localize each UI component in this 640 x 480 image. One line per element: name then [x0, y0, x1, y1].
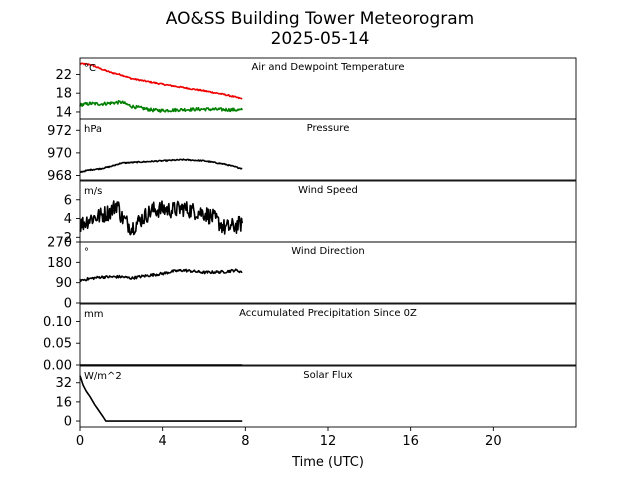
panel-6: 0 16 32 W/m^2 Solar Flux: [55, 365, 577, 430]
y-tick-label: 14: [55, 105, 72, 120]
x-axis: 0 4 8 12 16 20: [76, 427, 502, 449]
panel-5: 0.00 0.05 0.10 mm Accumulated Precipitation …: [43, 303, 577, 374]
y-tick-label: 972: [47, 124, 72, 139]
panel-title: Air and Dewpoint Temperature: [252, 62, 405, 73]
y-tick-label: 2: [64, 231, 72, 246]
series-line-1-1: [79, 62, 243, 100]
panel-4: 0 90 180 270 ° Wind Direction: [47, 236, 577, 312]
x-axis-label: Time (UTC): [291, 455, 364, 470]
panel-title: Pressure: [307, 123, 350, 134]
y-tick-label: 0: [64, 415, 72, 430]
y-tick-label: 0.10: [43, 315, 72, 330]
y-tick-label: 6: [64, 193, 72, 208]
y-tick-label: 970: [47, 146, 72, 161]
panel-title: Wind Speed: [298, 185, 358, 196]
y-tick-label: 180: [47, 256, 72, 271]
panel-unit-label: °C: [84, 63, 96, 74]
y-tick-label: 968: [47, 169, 72, 184]
panel-unit-label: hPa: [84, 124, 102, 135]
y-tick-label: 4: [64, 212, 72, 227]
panel-2: 968 970 972 hPa Pressure: [47, 118, 577, 184]
y-tick-label: 0: [64, 297, 72, 312]
panel-title: Accumulated Precipitation Since 0Z: [239, 308, 417, 319]
y-tick-label: 90: [55, 276, 72, 291]
series-line-3-1: [79, 200, 244, 236]
figure-subtitle: 2025-05-14: [271, 29, 370, 49]
y-tick-label: 16: [55, 395, 72, 410]
y-tick-label: 270: [47, 236, 72, 251]
panel-3: 2 4 6 m/s Wind Speed: [64, 180, 577, 246]
panel-title: Wind Direction: [291, 246, 365, 257]
series-line-4-1: [79, 268, 243, 283]
panel-unit-label: m/s: [84, 186, 102, 197]
panel-title: Solar Flux: [303, 370, 353, 381]
series-line-1-2: [79, 99, 243, 113]
x-tick-label: 0: [76, 434, 84, 449]
panel-1: 14 18 22 °C Air and Dewpoint Temperature: [55, 57, 577, 120]
y-tick-label: 22: [55, 68, 72, 83]
panel-frame: [79, 118, 577, 181]
panel-unit-label: mm: [84, 309, 103, 320]
x-tick-label: 4: [159, 434, 167, 449]
x-tick-label: 16: [402, 434, 419, 449]
y-tick-label: 0.05: [43, 337, 72, 352]
x-tick-label: 8: [241, 434, 249, 449]
y-tick-label: 0.00: [43, 359, 72, 374]
series-line-6-1: [79, 375, 243, 422]
panel-frame: [79, 241, 577, 304]
x-tick-label: 20: [485, 434, 502, 449]
panel-unit-label: °: [84, 247, 89, 258]
x-tick-label: 12: [320, 434, 337, 449]
panel-frame: [79, 303, 577, 366]
panel-unit-label: W/m^2: [84, 371, 122, 382]
figure-title: AO&SS Building Tower Meteorogram: [166, 9, 474, 29]
y-tick-label: 18: [55, 87, 72, 102]
series-line-2-1: [79, 158, 243, 173]
y-tick-label: 32: [55, 376, 72, 391]
